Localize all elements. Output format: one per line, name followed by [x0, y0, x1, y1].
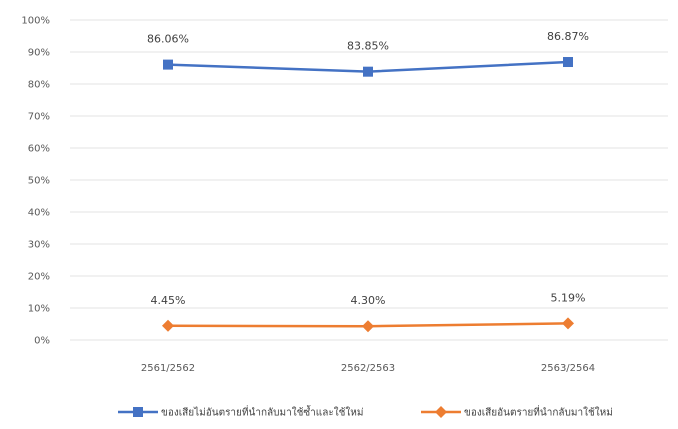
y-tick-label: 80% [28, 80, 50, 91]
legend-item-2: ของเสียอันตรายที่นำกลับมาใช้ใหม่ [421, 405, 613, 419]
legend-marker [435, 406, 447, 418]
legend: ของเสียไม่อันตรายที่นำกลับมาใช้ซ้ำและใช้… [118, 405, 613, 419]
legend-item-1: ของเสียไม่อันตรายที่นำกลับมาใช้ซ้ำและใช้… [118, 405, 363, 419]
legend-label: ของเสียอันตรายที่นำกลับมาใช้ใหม่ [464, 405, 613, 419]
series-1 [163, 57, 573, 77]
series-lines [162, 57, 574, 333]
legend-label: ของเสียไม่อันตรายที่นำกลับมาใช้ซ้ำและใช้… [161, 405, 363, 419]
y-tick-label: 40% [28, 208, 50, 219]
x-axis-tick-labels: 2561/2562 2562/2563 2563/2564 [141, 363, 595, 374]
y-tick-label: 100% [21, 16, 50, 27]
y-tick-label: 20% [28, 272, 50, 283]
data-label: 4.30% [351, 294, 386, 307]
data-point [363, 66, 373, 77]
y-tick-label: 70% [28, 112, 50, 123]
y-tick-label: 10% [28, 304, 50, 315]
y-tick-label: 90% [28, 48, 50, 59]
y-tick-label: 50% [28, 176, 50, 187]
gridlines [70, 19, 668, 341]
x-tick-label: 2563/2564 [541, 363, 595, 374]
y-axis-tick-labels: 0% 10% 20% 30% 40% 50% 60% 70% 80% 90% 100% [21, 16, 50, 347]
data-point [562, 317, 574, 330]
series-2 [162, 317, 574, 333]
y-tick-label: 0% [34, 336, 50, 347]
data-label: 83.85% [347, 40, 389, 53]
data-point [162, 319, 174, 332]
x-tick-label: 2561/2562 [141, 363, 195, 374]
data-label: 5.19% [551, 291, 586, 304]
data-label: 86.06% [147, 33, 189, 46]
data-label: 86.87% [547, 30, 589, 43]
data-labels: 86.06% 83.85% 86.87% 4.45% 4.30% 5.19% [147, 30, 589, 307]
data-point [563, 57, 573, 68]
data-label: 4.45% [151, 294, 186, 307]
y-tick-label: 60% [28, 144, 50, 155]
x-tick-label: 2562/2563 [341, 363, 395, 374]
data-point [362, 320, 374, 333]
data-point [163, 59, 173, 70]
y-tick-label: 30% [28, 240, 50, 251]
legend-marker [133, 407, 143, 417]
